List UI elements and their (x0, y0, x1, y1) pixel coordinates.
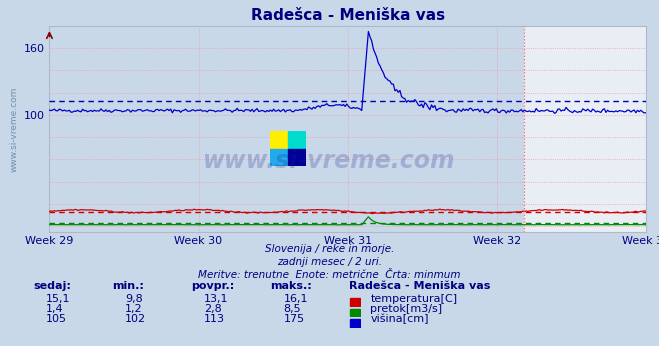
Text: maks.:: maks.: (270, 281, 312, 291)
Text: 16,1: 16,1 (283, 294, 308, 304)
Text: min.:: min.: (112, 281, 144, 291)
Text: 102: 102 (125, 315, 146, 325)
Text: temperatura[C]: temperatura[C] (370, 294, 457, 304)
Text: 113: 113 (204, 315, 225, 325)
Text: 2,8: 2,8 (204, 304, 222, 314)
Text: višina[cm]: višina[cm] (370, 314, 429, 325)
Text: 1,2: 1,2 (125, 304, 143, 314)
Text: 175: 175 (283, 315, 304, 325)
Bar (523, 26, 646, 232)
Bar (351, 298, 360, 306)
Text: Slovenija / reke in morje.: Slovenija / reke in morje. (265, 244, 394, 254)
Bar (270, 131, 289, 149)
Bar (270, 149, 289, 166)
Text: Radešca - Meniška vas: Radešca - Meniška vas (349, 281, 491, 291)
Text: sedaj:: sedaj: (33, 281, 71, 291)
Text: zadnji mesec / 2 uri.: zadnji mesec / 2 uri. (277, 257, 382, 267)
Text: Meritve: trenutne  Enote: metrične  Črta: minmum: Meritve: trenutne Enote: metrične Črta: … (198, 270, 461, 280)
Bar (351, 309, 360, 316)
Title: Radešca - Meniška vas: Radešca - Meniška vas (250, 8, 445, 24)
Bar (289, 131, 306, 149)
Text: 9,8: 9,8 (125, 294, 143, 304)
Text: pretok[m3/s]: pretok[m3/s] (370, 304, 442, 314)
Text: www.si-vreme.com: www.si-vreme.com (9, 86, 18, 172)
Text: 15,1: 15,1 (46, 294, 71, 304)
Bar (351, 319, 360, 327)
Text: www.si-vreme.com: www.si-vreme.com (203, 149, 456, 173)
Text: 105: 105 (46, 315, 67, 325)
Text: 13,1: 13,1 (204, 294, 229, 304)
Text: 8,5: 8,5 (283, 304, 301, 314)
Text: povpr.:: povpr.: (191, 281, 235, 291)
Bar (289, 149, 306, 166)
Text: 1,4: 1,4 (46, 304, 64, 314)
